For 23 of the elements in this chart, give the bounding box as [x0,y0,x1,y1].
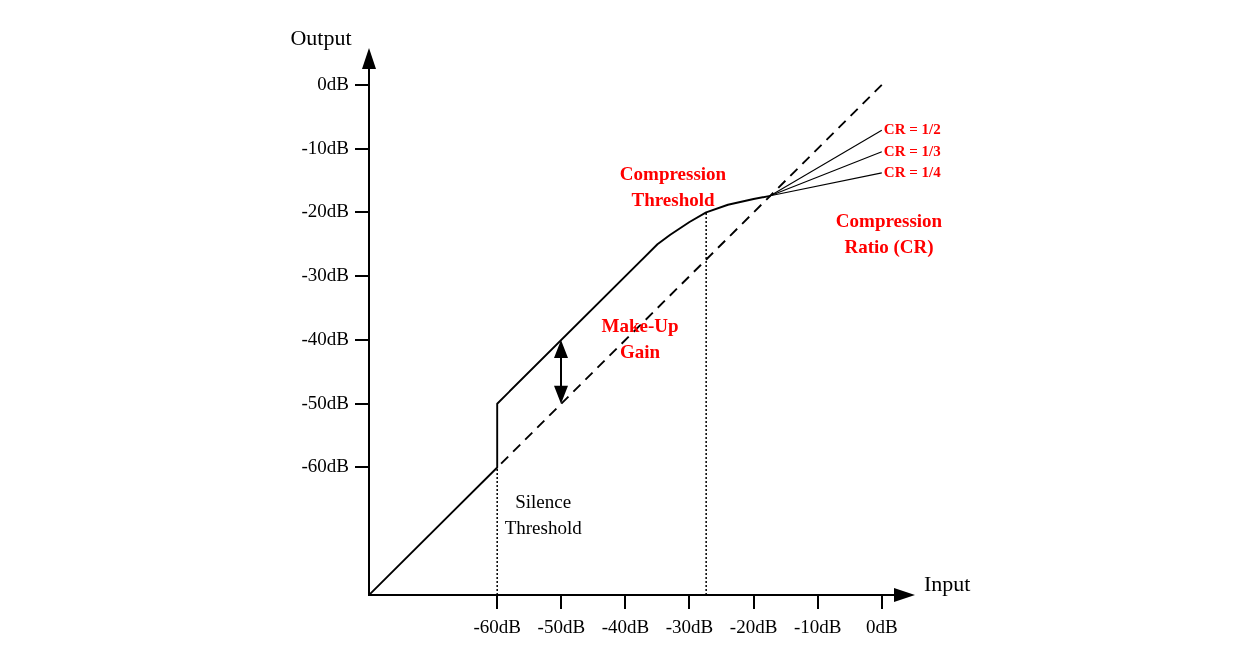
y-tick-label: -50dB [301,391,349,413]
series-label: CR = 1/4 [883,163,942,180]
x-axis-title: Input [924,570,971,596]
annotation: Compression Ratio (CR) [835,209,943,258]
x-tick-label: -50dB [537,616,586,638]
x-tick-label: -10dB [793,616,842,638]
x-tick-label: 0dB [865,616,898,638]
y-tick-label: -10dB [301,136,349,158]
series-label: CR = 1/2 [883,121,941,138]
y-tick-label: -40dB [301,327,349,349]
x-tick-label: -40dB [601,616,650,638]
series-label: CR = 1/3 [883,142,941,159]
y-axis-title: Output [290,24,352,50]
y-tick-label: 0dB [317,72,349,94]
x-tick-label: -20dB [729,616,778,638]
x-tick-label: -30dB [665,616,714,638]
ref-line-label: Silence Threshold [504,490,583,538]
y-tick-label: -60dB [301,455,349,477]
annotation: Make-Up Gain [601,314,679,362]
y-tick-label: -20dB [301,200,349,222]
annotation: Compression Threshold [619,162,727,210]
y-tick-label: -30dB [301,264,349,286]
x-tick-label: -60dB [473,616,521,638]
